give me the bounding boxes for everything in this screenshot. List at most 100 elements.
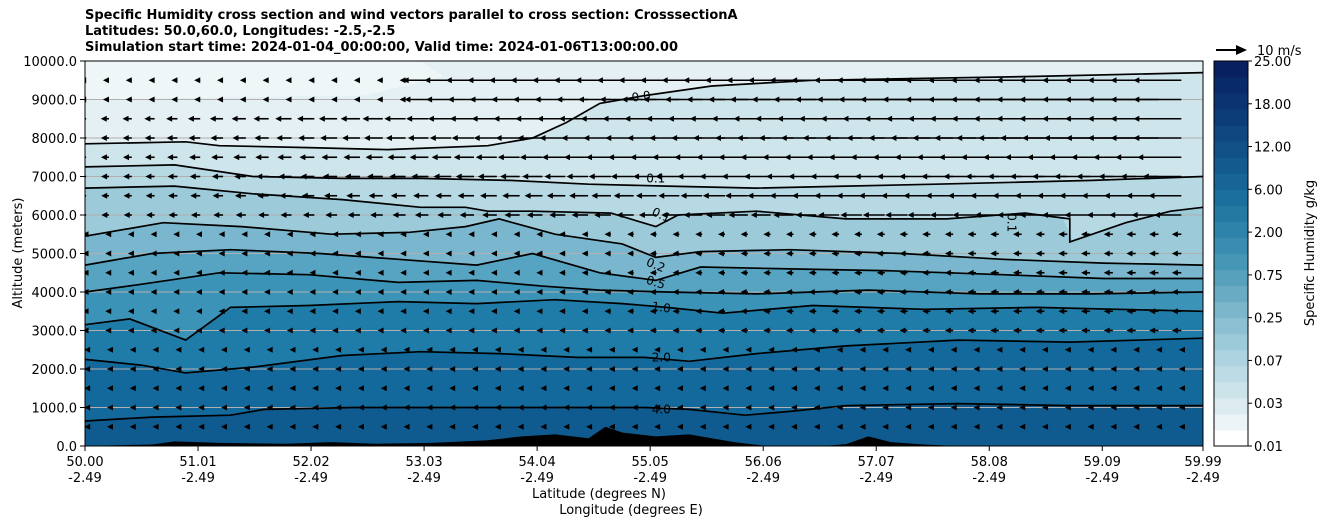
wind-arrow-head [708, 96, 715, 103]
wind-arrow-head [627, 231, 634, 238]
wind-arrow-head [125, 96, 132, 103]
wind-arrow-head [332, 231, 339, 238]
wind-arrow-head [1103, 289, 1110, 295]
wind-arrow-head [927, 366, 934, 372]
wind-arrow-head [241, 250, 248, 257]
wind-arrow-head [950, 423, 957, 430]
wind-arrow-head [786, 231, 793, 238]
wind-arrow-head [491, 96, 498, 103]
colorbar-tick-label: 0.03 [1254, 397, 1283, 412]
wind-arrow-head [1178, 346, 1185, 353]
wind-arrow-head [899, 327, 906, 334]
wind-arrow-head [996, 77, 1003, 84]
wind-arrow-head [241, 308, 248, 315]
wind-arrow-head [400, 231, 407, 238]
wind-arrow-head [1012, 269, 1019, 276]
wind-arrow-head [275, 115, 282, 122]
wind-arrow-head [649, 135, 656, 141]
wind-arrow-head [786, 250, 793, 257]
wind-arrow-head [786, 269, 793, 276]
wind-arrow-head [1059, 192, 1066, 199]
wind-arrow-head [951, 115, 958, 122]
wind-arrow-head [340, 115, 347, 122]
wind-arrow-head [676, 366, 683, 372]
colorbar-tick-label: 12.00 [1254, 141, 1291, 156]
wind-arrow-head [808, 269, 815, 276]
wind-arrow-head [1035, 250, 1042, 257]
wind-arrow-head [1110, 135, 1117, 141]
wind-arrow-head [253, 115, 260, 122]
wind-arrow-head [494, 423, 501, 430]
wind-arrow-head [695, 231, 702, 238]
wind-arrow-head [1110, 96, 1117, 103]
wind-arrow-head [627, 269, 634, 276]
wind-arrow-head [532, 77, 539, 84]
wind-arrow-head [482, 212, 489, 218]
humidity-fill-layer [85, 61, 1203, 446]
wind-arrow-head [1032, 173, 1039, 180]
wind-arrow-head [453, 154, 460, 161]
wind-arrow-head [146, 212, 153, 218]
wind-arrow-head [332, 308, 339, 315]
wind-arrow-head [105, 308, 112, 315]
wind-arrow-head [1004, 154, 1011, 161]
wind-arrow-head [312, 385, 319, 392]
wind-arrow-head [747, 192, 754, 199]
y-axis: 0.0 1000.0 2000.0 3000.0 4000.0 5000.0 6000.0 7… [23, 55, 85, 455]
wind-arrow-head [362, 115, 369, 122]
colorbar-segment [1214, 109, 1248, 126]
wind-arrow-head [1171, 289, 1178, 295]
wind-arrow-head [320, 135, 327, 141]
wind-arrow-head [85, 404, 91, 411]
wind-arrow-head [907, 115, 914, 122]
wind-arrow-head [494, 366, 501, 372]
wind-arrow-head [973, 77, 980, 84]
wind-arrow-head [581, 269, 588, 276]
wind-arrow-head [524, 192, 531, 199]
wind-arrow-head [243, 366, 250, 372]
wind-arrow-head [876, 250, 883, 257]
colorbar-tick-label: 2.00 [1254, 226, 1283, 241]
wind-arrow-head [581, 289, 588, 295]
wind-arrow-head [435, 192, 442, 199]
wind-arrow-head [556, 96, 563, 103]
wind-arrow-head [150, 231, 157, 238]
wind-arrow-head [711, 115, 718, 122]
wind-arrow-head [868, 135, 875, 141]
wind-arrow-head [1014, 192, 1021, 199]
wind-arrow-head [1065, 135, 1072, 141]
wind-arrow-head [997, 212, 1004, 218]
wind-arrow-head [173, 289, 180, 295]
wind-arrow-head [513, 231, 520, 238]
wind-arrow-head [403, 385, 410, 392]
wind-arrow-head [217, 77, 224, 84]
wind-arrow-head [672, 308, 679, 315]
wind-arrow-head [309, 289, 316, 295]
x-tick-label-lat: 51.01 [179, 455, 216, 470]
wind-arrow-head [1064, 346, 1071, 353]
colorbar-segment [1214, 269, 1248, 287]
wind-arrow-head [105, 231, 112, 238]
wind-arrow-head [973, 96, 980, 103]
wind-arrow-head [763, 327, 770, 334]
x-tick-label-lat: 59.09 [1084, 455, 1121, 470]
wind-arrow-head [1171, 308, 1178, 315]
wind-arrow-head [631, 404, 638, 411]
wind-arrow-head [655, 173, 662, 180]
wind-arrow-head [280, 212, 287, 218]
wind-arrow-head [1086, 212, 1093, 218]
wind-arrow-head [608, 154, 615, 161]
wind-arrow-head [194, 96, 201, 103]
wind-arrow-head [693, 135, 700, 141]
wind-arrow-head [762, 154, 769, 161]
wind-arrow-head [1110, 346, 1117, 353]
wind-arrow-head [604, 327, 611, 334]
wind-arrow-head [854, 250, 861, 257]
wind-arrow-head [580, 115, 587, 122]
wind-arrow-head [515, 115, 522, 122]
wind-arrow-head [187, 115, 194, 122]
colorbar-segment [1214, 429, 1248, 447]
wind-arrow-head [1012, 327, 1019, 334]
wind-arrow-head [558, 115, 565, 122]
colorbar-segment [1214, 125, 1248, 142]
